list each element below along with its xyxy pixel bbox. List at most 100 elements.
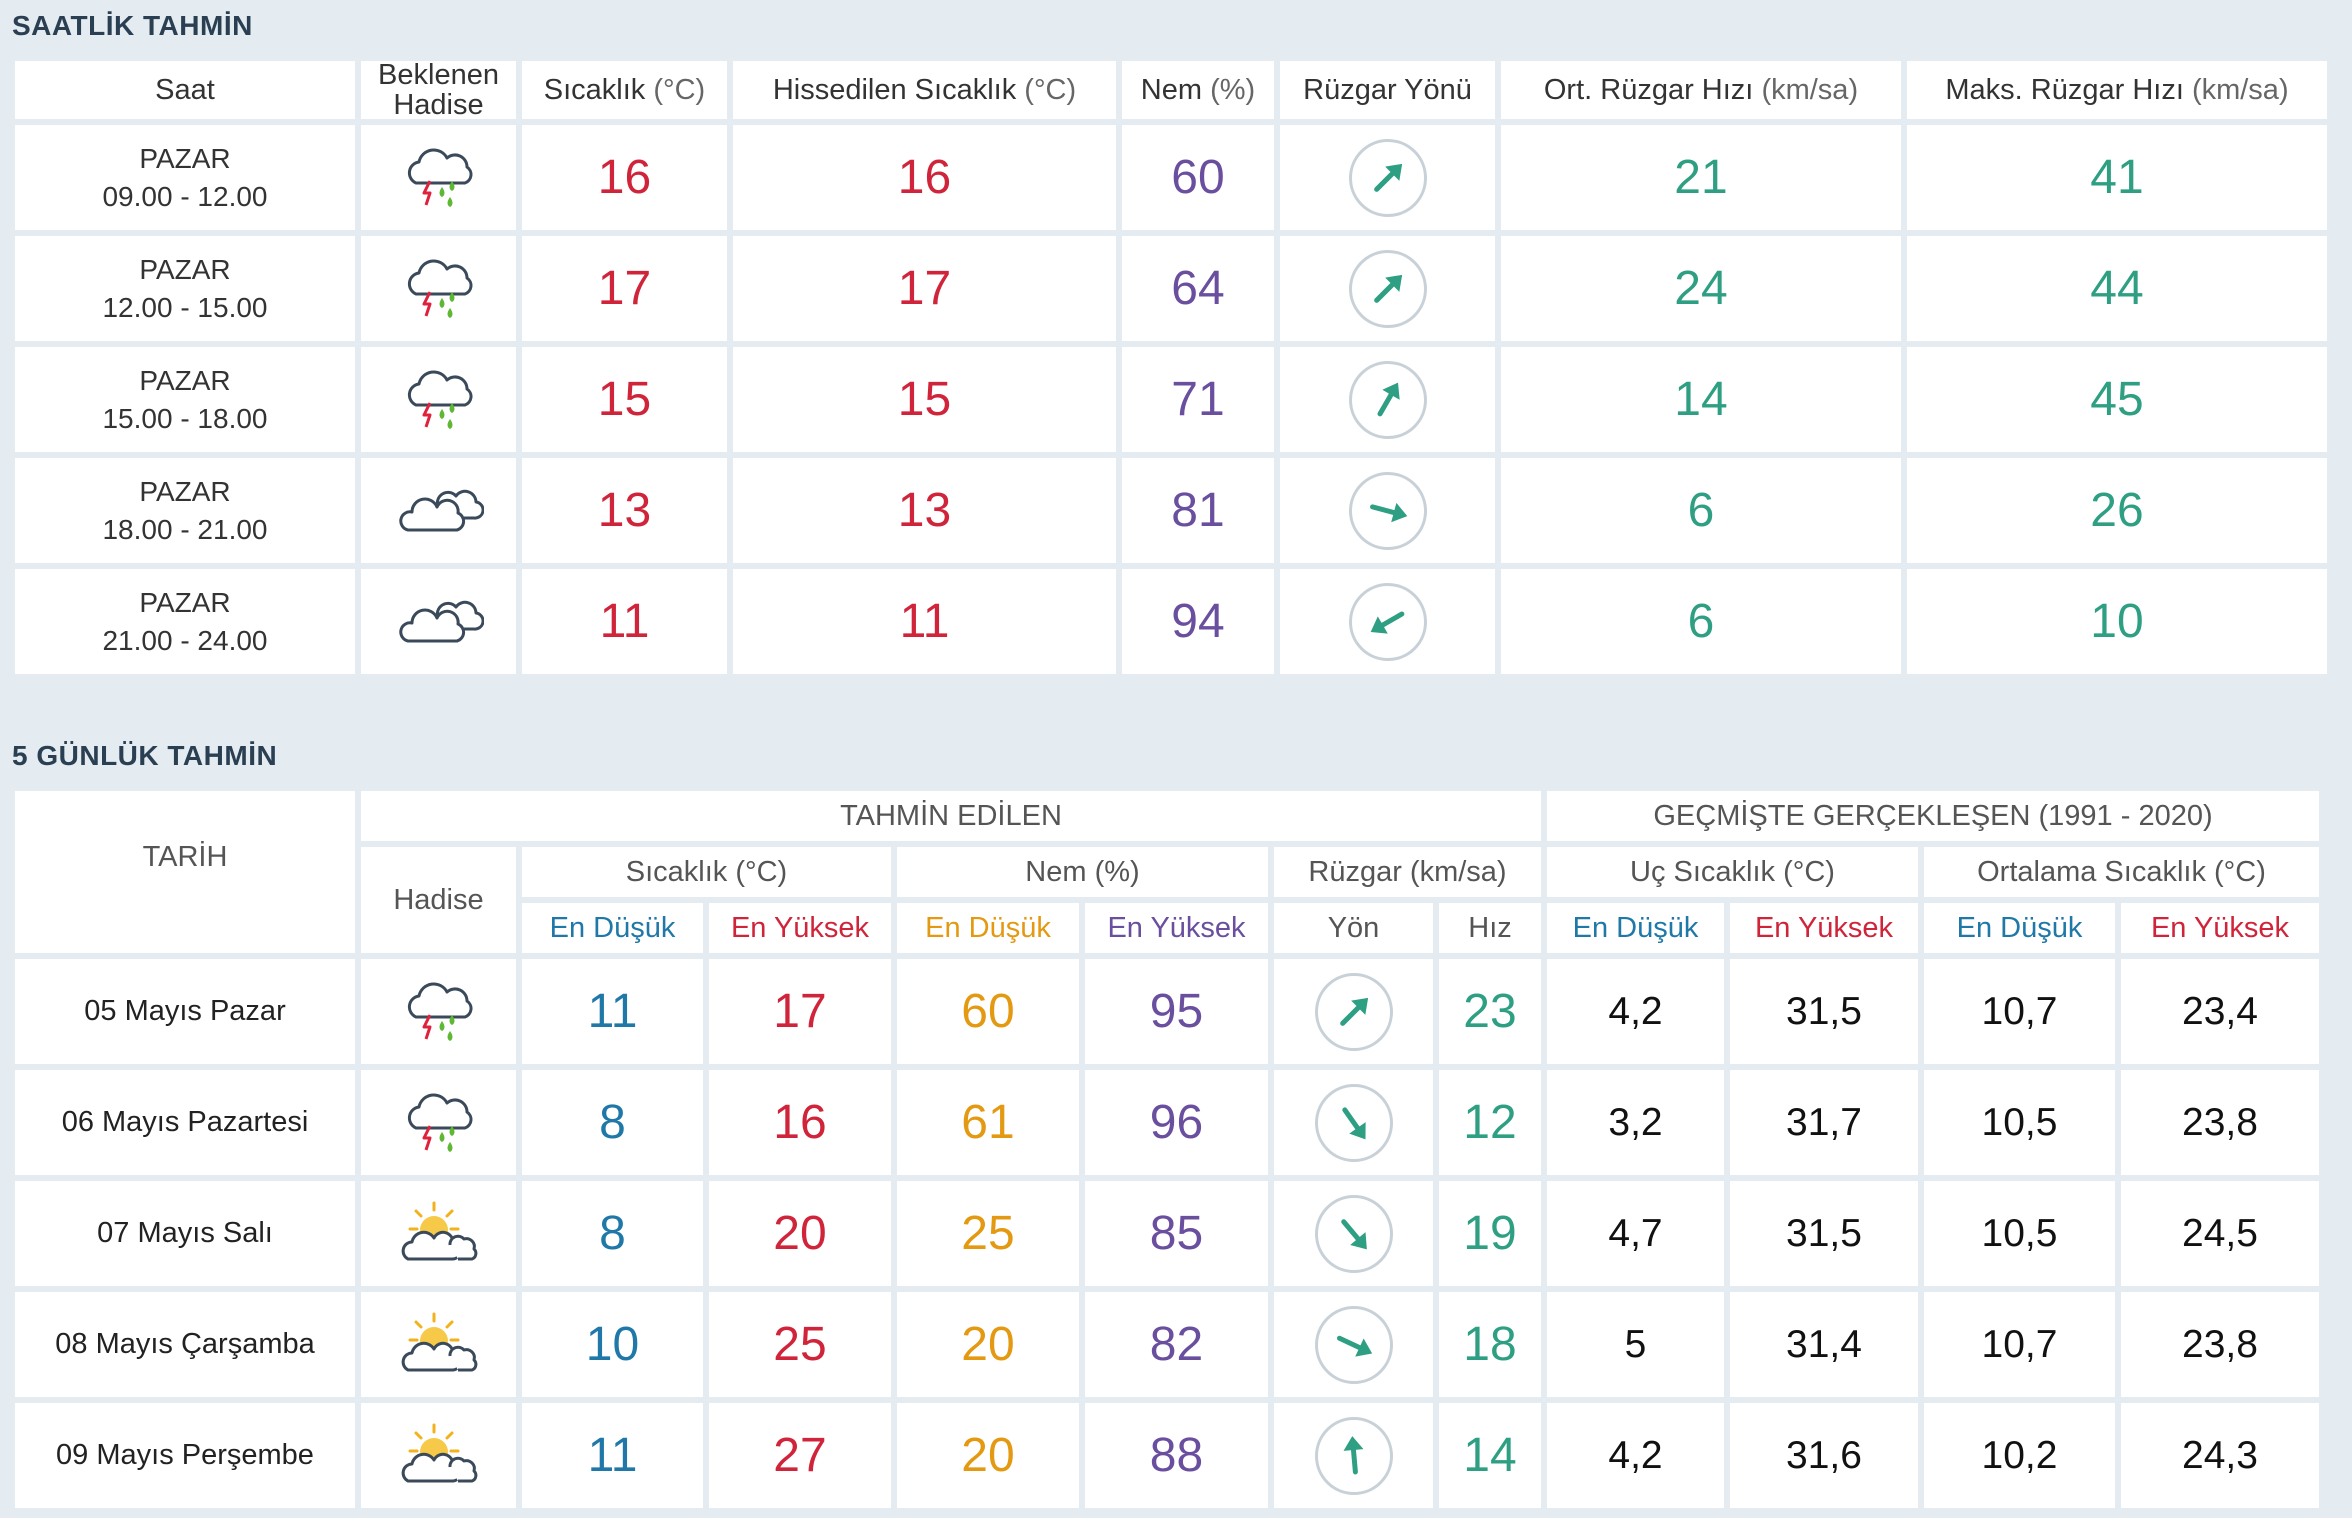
header-ort-ruzgar: Ort. Rüzgar Hızı (km/sa): [1501, 61, 1901, 119]
wind-direction-arrow-icon: [1348, 138, 1427, 217]
saat-cell: PAZAR 12.00 - 15.00: [15, 236, 355, 341]
average-max-value: 23,8: [2121, 1292, 2319, 1397]
feels-like-value: 17: [733, 236, 1116, 341]
temp-value: 17: [522, 236, 727, 341]
average-max-value: 24,5: [2121, 1181, 2319, 1286]
weather-cell: [361, 125, 516, 230]
date-cell: 06 Mayıs Pazartesi: [15, 1070, 355, 1175]
header-nem-label: Nem: [1140, 73, 1203, 106]
average-max-value: 23,4: [2121, 959, 2319, 1064]
header-gecmiste: GEÇMİŞTE GERÇEKLEŞEN (1991 - 2020): [1547, 791, 2319, 841]
temp-max-value: 20: [709, 1181, 891, 1286]
average-max-value: 24,3: [2121, 1403, 2319, 1508]
header-hadise-line2: Hadise: [393, 89, 484, 119]
saat-time: 09.00 - 12.00: [102, 180, 268, 212]
humidity-min-value: 61: [897, 1070, 1079, 1175]
header-uc-sicaklik: Uç Sıcaklık (°C): [1547, 847, 1918, 897]
temp-min-value: 11: [522, 1403, 703, 1508]
wind-direction-cell: [1274, 1403, 1433, 1508]
temp-max-value: 25: [709, 1292, 891, 1397]
thunderstorm-rain-icon: [394, 365, 484, 435]
wind-max-value: 45: [1907, 347, 2327, 452]
temp-max-value: 16: [709, 1070, 891, 1175]
cloudy-icon: [394, 476, 484, 546]
subheader-ext-min: En Düşük: [1547, 903, 1724, 953]
wind-direction-arrow-icon: [1314, 972, 1393, 1051]
temp-min-value: 10: [522, 1292, 703, 1397]
date-cell: 05 Mayıs Pazar: [15, 959, 355, 1064]
wind-direction-cell: [1280, 458, 1495, 563]
thunderstorm-rain-icon: [394, 143, 484, 213]
header-nem-unit: (%): [1210, 73, 1256, 106]
header-tarih: TARİH: [15, 791, 355, 953]
saat-day: PAZAR: [139, 142, 231, 174]
header-hissedilen: Hissedilen Sıcaklık (°C): [733, 61, 1116, 119]
saat-cell: PAZAR 18.00 - 21.00: [15, 458, 355, 563]
wind-direction-arrow-icon: [1348, 249, 1427, 328]
weather-cell: [361, 347, 516, 452]
saat-day: PAZAR: [139, 364, 231, 396]
saat-cell: PAZAR 21.00 - 24.00: [15, 569, 355, 674]
humidity-max-value: 82: [1085, 1292, 1268, 1397]
extreme-max-value: 31,4: [1730, 1292, 1918, 1397]
weather-cell: [361, 569, 516, 674]
extreme-max-value: 31,7: [1730, 1070, 1918, 1175]
extreme-max-value: 31,5: [1730, 959, 1918, 1064]
saat-cell: PAZAR 15.00 - 18.00: [15, 347, 355, 452]
cloudy-icon: [394, 587, 484, 657]
thunderstorm-rain-icon: [394, 1088, 484, 1158]
humidity-value: 81: [1122, 458, 1274, 563]
wind-direction-cell: [1280, 125, 1495, 230]
subheader-temp-min: En Düşük: [522, 903, 703, 953]
wind-max-value: 41: [1907, 125, 2327, 230]
wind-direction-arrow-icon: [1314, 1305, 1393, 1384]
wind-direction-cell: [1280, 347, 1495, 452]
humidity-min-value: 60: [897, 959, 1079, 1064]
average-min-value: 10,7: [1924, 1292, 2115, 1397]
wind-direction-arrow-icon: [1348, 582, 1427, 661]
temp-min-value: 8: [522, 1181, 703, 1286]
subheader-temp-max: En Yüksek: [709, 903, 891, 953]
humidity-value: 94: [1122, 569, 1274, 674]
extreme-min-value: 4,7: [1547, 1181, 1724, 1286]
extreme-min-value: 4,2: [1547, 1403, 1724, 1508]
weather-cell: [361, 1181, 516, 1286]
wind-avg-value: 14: [1501, 347, 1901, 452]
daily-section-title: 5 GÜNLÜK TAHMİN: [12, 740, 278, 771]
header-hadise-line1: Beklenen: [378, 61, 499, 91]
humidity-max-value: 95: [1085, 959, 1268, 1064]
weather-cell: [361, 1292, 516, 1397]
wind-avg-value: 6: [1501, 458, 1901, 563]
header-nem: Nem (%): [897, 847, 1268, 897]
temp-value: 13: [522, 458, 727, 563]
feels-like-value: 16: [733, 125, 1116, 230]
temp-max-value: 17: [709, 959, 891, 1064]
feels-like-value: 11: [733, 569, 1116, 674]
header-ortalama-sicaklik: Ortalama Sıcaklık (°C): [1924, 847, 2319, 897]
header-sicaklik: Sıcaklık (°C): [522, 61, 727, 119]
wind-max-value: 26: [1907, 458, 2327, 563]
partly-cloudy-icon: [394, 1421, 484, 1491]
header-sicaklik-unit: (°C): [653, 73, 706, 106]
wind-direction-cell: [1274, 1070, 1433, 1175]
date-cell: 07 Mayıs Salı: [15, 1181, 355, 1286]
header-saat: Saat: [15, 61, 355, 119]
header-nem: Nem (%): [1122, 61, 1274, 119]
subheader-wind-dir: Yön: [1274, 903, 1433, 953]
partly-cloudy-icon: [394, 1310, 484, 1380]
feels-like-value: 15: [733, 347, 1116, 452]
wind-speed-value: 23: [1439, 959, 1541, 1064]
partly-cloudy-icon: [394, 1199, 484, 1269]
wind-speed-value: 14: [1439, 1403, 1541, 1508]
temp-min-value: 11: [522, 959, 703, 1064]
extreme-min-value: 3,2: [1547, 1070, 1724, 1175]
temp-value: 16: [522, 125, 727, 230]
wind-direction-cell: [1274, 1181, 1433, 1286]
wind-direction-cell: [1274, 959, 1433, 1064]
date-cell: 08 Mayıs Çarşamba: [15, 1292, 355, 1397]
header-hissedilen-unit: (°C): [1024, 73, 1077, 106]
saat-time: 12.00 - 15.00: [102, 291, 268, 323]
wind-speed-value: 12: [1439, 1070, 1541, 1175]
header-tahmin-edilen: TAHMİN EDİLEN: [361, 791, 1541, 841]
header-maks-ruzgar-label: Maks. Rüzgar Hızı: [1945, 73, 2184, 106]
